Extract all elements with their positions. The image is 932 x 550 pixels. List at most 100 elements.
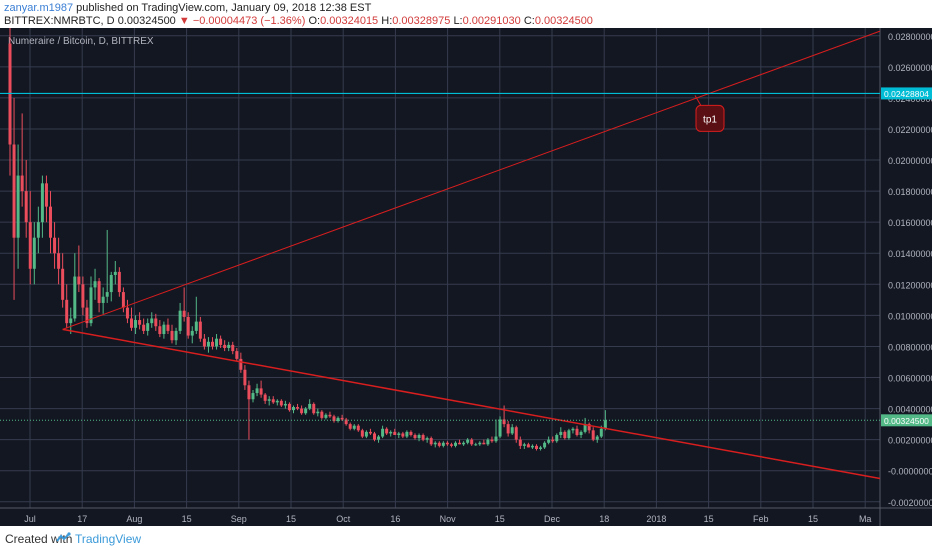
candle-body	[81, 284, 85, 308]
candle-body	[174, 330, 178, 341]
candle-body	[535, 445, 538, 449]
tp1-label: tp1	[703, 114, 717, 125]
last-price: 0.00324500	[117, 15, 176, 27]
candle-body	[494, 436, 498, 442]
candle-body	[259, 388, 263, 395]
candle-body	[166, 324, 170, 331]
candle-body	[97, 281, 101, 303]
candle-body	[441, 442, 445, 446]
candle-body	[211, 341, 214, 347]
x-tick-label: Dec	[544, 514, 561, 524]
x-tick-label: 15	[286, 514, 296, 524]
candle-body	[44, 183, 48, 207]
candle-body	[425, 438, 429, 440]
candle-body	[308, 403, 312, 409]
tp1-callout	[695, 104, 725, 132]
candle-body	[20, 175, 24, 192]
candle-body	[522, 444, 526, 446]
candle-body	[117, 271, 121, 293]
candle-body	[239, 358, 243, 370]
candle-body	[356, 425, 360, 431]
candle-body	[28, 222, 32, 269]
chart-container[interactable]: 0.028000000.026000000.024000000.02200000…	[0, 28, 932, 526]
tradingview-logo-icon[interactable]	[56, 532, 72, 544]
candle-body	[429, 438, 433, 445]
candle-body	[381, 428, 385, 437]
candle-body	[287, 403, 291, 411]
candle-body	[271, 399, 275, 403]
candle-body	[105, 292, 109, 297]
candle-body	[32, 237, 36, 269]
candle-body	[551, 439, 555, 442]
candle-body	[77, 276, 81, 285]
high-value: 0.00328975	[392, 15, 451, 27]
created-with-text: Created with	[5, 532, 73, 546]
candle-body	[150, 318, 154, 324]
low-value: 0.00291030	[462, 15, 521, 27]
y-tick-label: 0.02600000	[888, 63, 932, 73]
candle-body	[360, 430, 364, 437]
candle-body	[506, 424, 510, 434]
high-label: H:	[381, 15, 393, 27]
x-tick-label: 18	[599, 514, 609, 524]
candle-body	[138, 320, 142, 325]
last-price-marker-label: 0.00324500	[884, 416, 929, 426]
candle-body	[142, 324, 146, 331]
candle-body	[134, 320, 138, 328]
candle-body	[482, 442, 486, 445]
candle-body	[219, 338, 223, 345]
candle-body	[478, 442, 482, 445]
candle-body	[202, 338, 206, 347]
y-tick-label: 0.01600000	[888, 218, 932, 228]
candle-body	[16, 175, 20, 238]
y-tick-label: 0.01200000	[888, 280, 932, 290]
candle-body	[393, 431, 397, 435]
y-tick-label: 0.00200000	[888, 436, 932, 446]
candle-body	[292, 407, 295, 411]
candle-body	[332, 416, 336, 422]
candle-body	[373, 433, 376, 440]
candle-body	[385, 428, 389, 434]
author-link[interactable]: zanyar.m1987	[4, 2, 74, 14]
candle-body	[113, 271, 117, 275]
candle-body	[49, 206, 52, 238]
candle-body	[559, 431, 563, 435]
chart-title: Numeraire / Bitcoin, D, BITTREX	[8, 36, 154, 47]
candle-body	[24, 191, 28, 223]
candle-body	[304, 408, 308, 414]
candle-body	[328, 414, 332, 417]
y-tick-label: 0.01800000	[888, 187, 932, 197]
candle-body	[449, 444, 453, 446]
candle-body	[490, 439, 494, 442]
y-tick-label: 0.00800000	[888, 342, 932, 352]
tradingview-brand[interactable]: TradingView	[75, 532, 142, 546]
candle-body	[324, 414, 328, 418]
candle-body	[154, 318, 158, 327]
candle-body	[227, 344, 231, 348]
down-arrow-icon: ▼	[178, 15, 190, 27]
candle-body	[186, 316, 190, 336]
x-tick-label: 15	[495, 514, 505, 524]
y-tick-label: -0.00200000	[888, 498, 932, 508]
candle-body	[89, 287, 93, 324]
price-chart[interactable]: 0.028000000.026000000.024000000.02200000…	[0, 28, 932, 526]
candle-body	[61, 268, 65, 300]
open-value: 0.00324015	[320, 15, 379, 27]
candle-body	[12, 144, 16, 238]
x-tick-label: 17	[77, 514, 87, 524]
candle-body	[514, 427, 518, 440]
x-tick-label: 2018	[646, 514, 666, 524]
candle-body	[170, 330, 174, 341]
candle-body	[320, 411, 324, 418]
y-tick-label: 0.02000000	[888, 156, 932, 166]
published-text: published on TradingView.com, January 09…	[76, 2, 372, 14]
level-marker-box	[881, 87, 932, 100]
candle-body	[198, 321, 202, 339]
candle-body	[486, 439, 490, 445]
candle-body	[571, 428, 575, 431]
candle-body	[587, 424, 591, 431]
candle-body	[401, 433, 405, 437]
candle-body	[575, 428, 579, 435]
open-label: O:	[308, 15, 321, 27]
candle-body	[283, 403, 287, 406]
